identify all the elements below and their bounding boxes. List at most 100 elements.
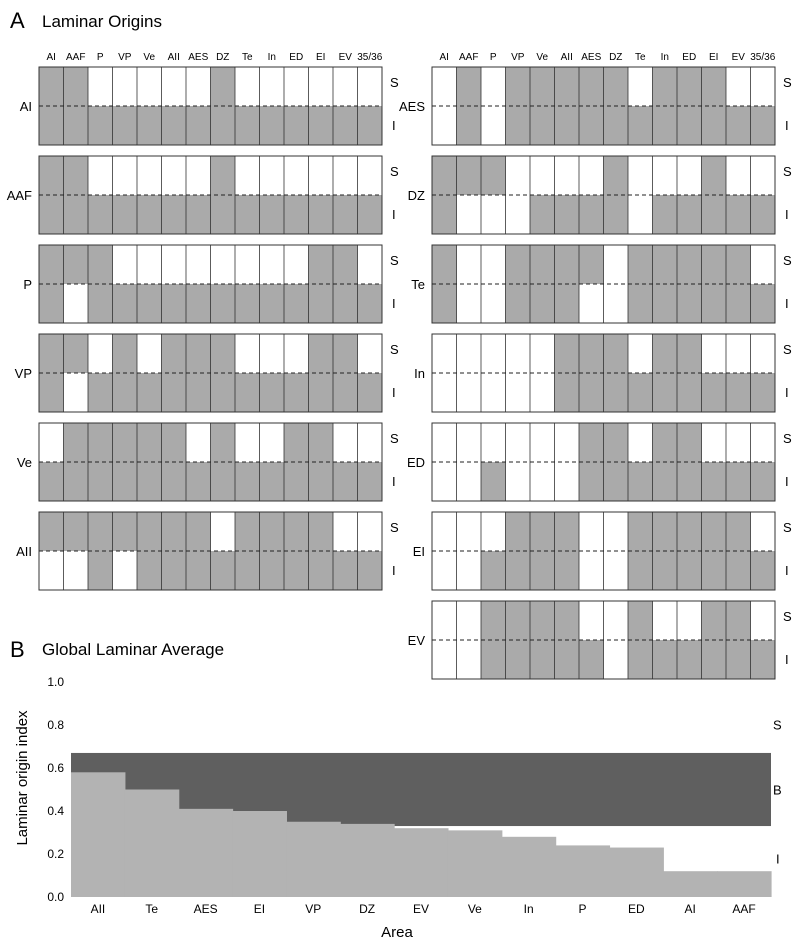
grid-cell: [259, 195, 284, 234]
column-label: In: [268, 52, 276, 63]
grid-cell: [628, 373, 653, 412]
grid-cell: [726, 373, 751, 412]
grid-ei: EI S I: [413, 511, 792, 591]
infra-label: I: [392, 385, 396, 400]
column-label: VP: [511, 52, 525, 63]
grid-cell: [750, 106, 775, 145]
row-label: EV: [408, 633, 426, 648]
grid-cell: [112, 551, 137, 590]
grid-cell: [677, 601, 702, 640]
supra-label: S: [783, 342, 792, 357]
grid-cell: [750, 512, 775, 551]
grid-cell: [554, 462, 579, 501]
grid-cell: [186, 334, 211, 373]
grid-cell: [161, 284, 186, 323]
grid-cell: [701, 284, 726, 323]
grid-cell: [652, 195, 677, 234]
grid-cell: [259, 462, 284, 501]
infra-label: I: [392, 563, 396, 578]
grid-cell: [63, 373, 88, 412]
column-label: Ve: [536, 52, 548, 63]
infra-label: I: [785, 385, 789, 400]
grid-ve: Ve S I: [17, 422, 399, 502]
grid-cell: [333, 245, 358, 284]
grid-cell: [628, 334, 653, 373]
grid-cell: [628, 462, 653, 501]
column-label: DZ: [609, 52, 622, 63]
grid-cell: [432, 156, 457, 195]
grid-cell: [677, 156, 702, 195]
grid-cell: [63, 512, 88, 551]
grid-cell: [259, 551, 284, 590]
grid-cell: [726, 640, 751, 679]
grid-cell: [112, 156, 137, 195]
grid-aii: AII S I: [16, 511, 399, 591]
grid-cell: [677, 67, 702, 106]
grid-cell: [481, 512, 506, 551]
grid-cell: [554, 601, 579, 640]
grid-cell: [235, 245, 260, 284]
grid-cell: [579, 195, 604, 234]
grid-cell: [259, 423, 284, 462]
grid-cell: [284, 195, 309, 234]
grid-cell: [333, 106, 358, 145]
row-label: AES: [399, 99, 425, 114]
x-tick-label: Te: [145, 902, 158, 916]
grid-cell: [652, 640, 677, 679]
grid-cell: [530, 640, 555, 679]
grid-cell: [554, 551, 579, 590]
column-label: P: [97, 52, 104, 63]
grid-cell: [259, 245, 284, 284]
grid-cell: [137, 245, 162, 284]
grid-cell: [112, 67, 137, 106]
grid-cell: [677, 106, 702, 145]
grid-cell: [308, 334, 333, 373]
infra-label: I: [785, 563, 789, 578]
grid-cell: [652, 106, 677, 145]
grid-cell: [308, 551, 333, 590]
grid-cell: [530, 284, 555, 323]
grid-cell: [39, 462, 64, 501]
supra-label: S: [783, 609, 792, 624]
grid-cell: [432, 373, 457, 412]
grid-cell: [701, 334, 726, 373]
column-label: Te: [635, 52, 646, 63]
grid-cell: [333, 423, 358, 462]
grid-cell: [210, 462, 235, 501]
grid-cell: [603, 512, 628, 551]
grid-cell: [652, 601, 677, 640]
supra-label: S: [390, 431, 399, 446]
grid-aes: AES S I: [399, 66, 792, 146]
grid-cell: [210, 551, 235, 590]
column-label: P: [490, 52, 497, 63]
grid-cell: [530, 551, 555, 590]
column-label: AES: [188, 52, 208, 63]
grid-cell: [481, 284, 506, 323]
grid-cell: [677, 640, 702, 679]
grid-cell: [284, 334, 309, 373]
grid-cell: [750, 284, 775, 323]
index-bar-ed: [609, 847, 664, 897]
grid-cell: [308, 462, 333, 501]
grid-cell: [603, 334, 628, 373]
grid-cell: [210, 245, 235, 284]
grid-cell: [505, 601, 530, 640]
grid-cell: [481, 195, 506, 234]
column-label: ED: [682, 52, 696, 63]
grid-cell: [432, 284, 457, 323]
grid-cell: [308, 284, 333, 323]
grid-cell: [677, 334, 702, 373]
grid-cell: [308, 67, 333, 106]
index-bar-aes: [178, 808, 234, 897]
grid-cell: [481, 156, 506, 195]
grid-cell: [677, 512, 702, 551]
grid-cell: [88, 423, 113, 462]
grid-cell: [701, 601, 726, 640]
grid-cell: [750, 640, 775, 679]
grid-cell: [652, 334, 677, 373]
grid-cell: [750, 156, 775, 195]
grid-cell: [628, 67, 653, 106]
grid-cell: [235, 551, 260, 590]
grid-cell: [284, 512, 309, 551]
supra-label: S: [390, 75, 399, 90]
